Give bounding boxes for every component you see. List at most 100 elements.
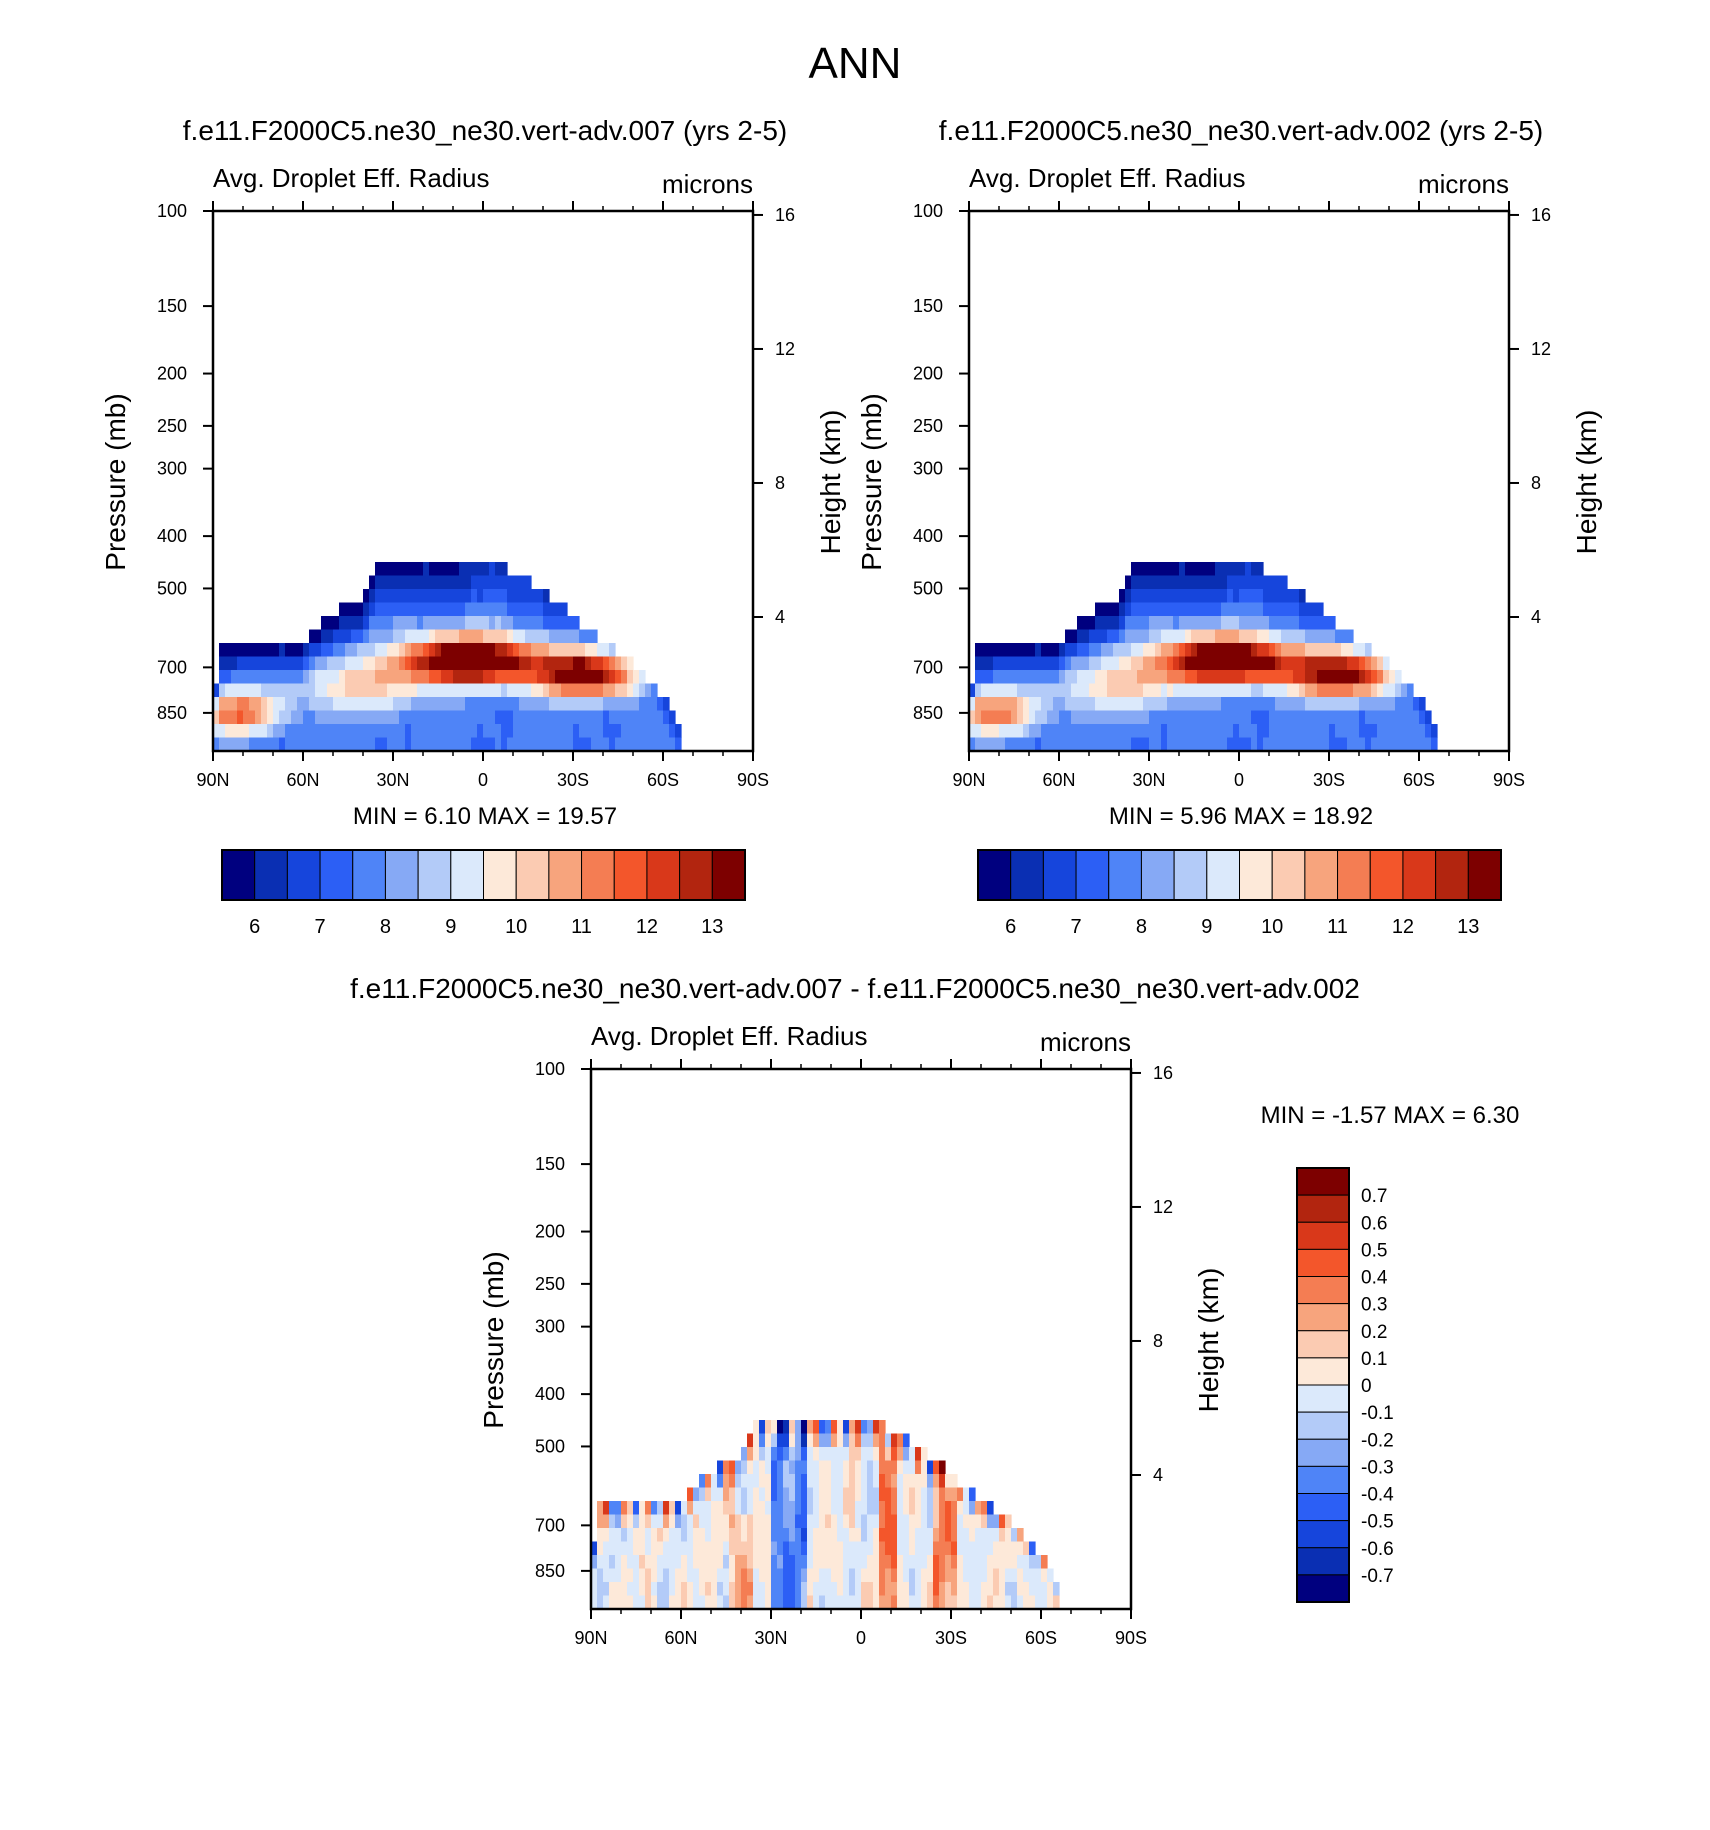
panel-2-cell [1329,616,1336,631]
panel-1-cell [513,710,520,725]
panel-2-cell [1305,656,1312,671]
panel-1-cell [501,643,508,658]
panel-1-cell [321,737,328,752]
panel-2-cell [1167,616,1174,631]
panel-3-cell [879,1555,886,1570]
panel-2-cell [1131,697,1138,712]
panel-3-cell [1035,1582,1042,1597]
panel-2-cell [1221,656,1228,671]
panel-1-cell [213,710,220,725]
panel-1-cell [423,683,430,698]
panel-3-cell [843,1595,850,1610]
panel-2-cell [1065,670,1072,685]
panel-3-cell [819,1501,826,1516]
panel-3-cell [885,1582,892,1597]
panel-3-cell [645,1528,652,1543]
panel-1-cell [507,737,514,752]
panel-3-cell [699,1541,706,1556]
panel-3-field [591,1420,1060,1610]
panel-3-cell [837,1501,844,1516]
panel-1-cell [219,724,226,739]
panel-1-cell [381,724,388,739]
panel-2-cell [1005,697,1012,712]
panel-1-cell [429,724,436,739]
panel-2-cell [1095,670,1102,685]
panel-2-cell [1017,643,1024,658]
panel-1-cell [399,670,406,685]
panel-3-cell [783,1447,790,1462]
panel-2-cell [1197,616,1204,631]
panel-2-cell [975,697,982,712]
panel-3-cell [825,1541,832,1556]
panel-2-cell [1149,737,1156,752]
panel-3-colorbar-swatch [1296,1194,1350,1223]
panel-2-cell [1293,589,1300,604]
panel-2-cell [1233,589,1240,604]
panel-1-cell [537,589,544,604]
panel-2-cell [1407,710,1414,725]
panel-1-cell [639,724,646,739]
panel-2-cell [1077,697,1084,712]
panel-1-cell [489,602,496,617]
panel-1-cell [309,724,316,739]
panel-3-cell [903,1433,910,1448]
panel-3-cell [813,1514,820,1529]
panel-1-cell [615,697,622,712]
panel-3-cell [843,1582,850,1597]
panel-2-cell [1239,589,1246,604]
panel-1-cell [477,683,484,698]
panel-3-cell [711,1501,718,1516]
panel-1-cell [393,616,400,631]
panel-2-cell [1173,629,1180,644]
panel-1-cell [243,643,250,658]
panel-2-cell [1383,670,1390,685]
panel-2-cell [1335,629,1342,644]
panel-3-cell [963,1541,970,1556]
panel-3-cell [759,1514,766,1529]
panel-1-cell [393,602,400,617]
panel-1-cell [441,589,448,604]
panel-2-cell [1299,724,1306,739]
panel-1-cell [465,575,472,590]
panel-1-cell [387,616,394,631]
panel-1-cell [507,683,514,698]
panel-2-cell [1275,724,1282,739]
panel-1-cell [339,656,346,671]
panel-3-cell [771,1420,778,1435]
panel-1-cell [417,589,424,604]
panel-2-cell [1221,724,1228,739]
panel-2-ytick-label: 300 [913,459,943,479]
panel-3-cell [615,1514,622,1529]
panel-1-cell [249,710,256,725]
panel-2-cell [1209,737,1216,752]
panel-1-cell [363,697,370,712]
panel-3-cell [831,1528,838,1543]
panel-1-cell [639,697,646,712]
panel-3-cell [879,1528,886,1543]
panel-2-cell [993,697,1000,712]
panel-3-cell [657,1582,664,1597]
panel-2-cell [1335,737,1342,752]
panel-2-cell [1077,683,1084,698]
panel-3-cell [675,1582,682,1597]
panel-1-colorbar-swatch [384,849,419,901]
panel-2-cell [1113,656,1120,671]
panel-1-cell [345,670,352,685]
panel-2-cell [1173,697,1180,712]
panel-3-cell [831,1555,838,1570]
panel-2-colorbar-swatch [1402,849,1437,901]
panel-3-cell [777,1447,784,1462]
panel-3-cell [993,1528,1000,1543]
panel-3-cell [915,1514,922,1529]
panel-1-cell [333,710,340,725]
panel-1-cell [405,724,412,739]
panel-3-cell [903,1541,910,1556]
panel-3-cell [591,1541,598,1556]
panel-2-cell [1035,643,1042,658]
panel-1-cell [279,710,286,725]
panel-1-cell [513,589,520,604]
panel-1-cell [417,602,424,617]
panel-1-cell [603,710,610,725]
panel-3-cell [783,1501,790,1516]
panel-3-cell [855,1595,862,1610]
